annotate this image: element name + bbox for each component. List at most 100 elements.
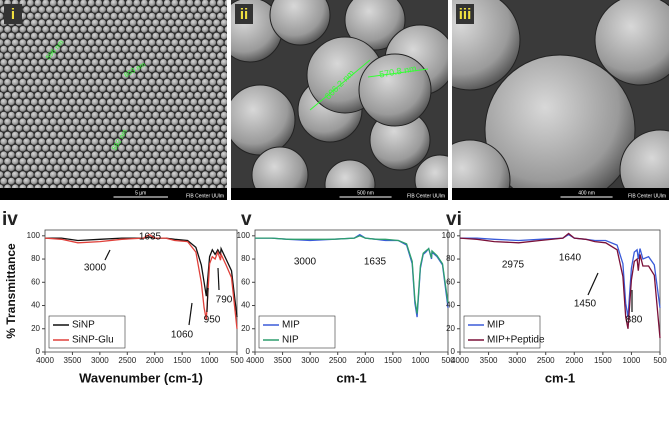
particle (182, 19, 190, 27)
particle (57, 78, 65, 86)
particle (53, 98, 61, 106)
particle (87, 39, 95, 46)
particle (167, 164, 175, 172)
particle (4, 118, 11, 126)
particle (156, 65, 164, 73)
particle (209, 78, 217, 86)
particle (122, 151, 129, 159)
particle (61, 6, 68, 13)
particle (171, 26, 179, 33)
particle (95, 12, 103, 20)
particle (19, 52, 27, 60)
particle (0, 138, 8, 146)
particle (144, 124, 152, 132)
particle (137, 59, 145, 66)
particle (27, 0, 34, 7)
particle (65, 52, 72, 60)
legend-label: MIP (282, 320, 300, 331)
particle (103, 144, 110, 152)
particle (160, 19, 167, 27)
particle (38, 32, 46, 40)
particle (110, 144, 118, 152)
particle (152, 111, 160, 119)
particle (217, 0, 224, 7)
particle (42, 158, 49, 165)
particle (217, 144, 224, 152)
particle (141, 158, 148, 165)
particle (95, 144, 103, 152)
particle (125, 105, 133, 112)
particle (148, 52, 156, 60)
particle (95, 52, 103, 60)
annotation-arrow (188, 302, 193, 326)
particle (175, 151, 183, 159)
particle (61, 19, 68, 27)
particle (141, 78, 148, 86)
particle (182, 59, 190, 66)
particle (179, 105, 186, 112)
particle (156, 12, 164, 20)
particle (65, 65, 72, 73)
particle (144, 138, 152, 146)
particle (179, 131, 186, 139)
particle (0, 72, 8, 79)
particle (209, 131, 217, 139)
particle (201, 78, 209, 86)
annotation: 3000 (84, 263, 107, 274)
particle (129, 6, 137, 13)
particle (87, 26, 95, 33)
particle (27, 65, 34, 73)
particle (182, 98, 190, 106)
particle (186, 105, 194, 112)
particle (53, 59, 61, 66)
y-tick-label: 20 (446, 324, 455, 333)
particle (224, 0, 227, 7)
particle (38, 59, 46, 66)
particle (7, 164, 15, 172)
particle (133, 171, 141, 179)
info-bar (0, 188, 227, 200)
particle (156, 26, 164, 33)
panel-label: iv (2, 209, 18, 230)
particle (46, 45, 53, 53)
particle (125, 158, 133, 165)
particle (4, 26, 11, 33)
particle (179, 158, 186, 165)
particle (106, 19, 114, 27)
particle (179, 12, 186, 20)
annotation-arrow (104, 249, 111, 261)
particle (65, 39, 72, 46)
particle (0, 131, 4, 139)
particle (80, 144, 87, 152)
particle (114, 138, 122, 146)
particle (133, 158, 141, 165)
particle (171, 158, 179, 165)
particle (87, 78, 95, 86)
scale-bar-label: 400 nm (578, 190, 595, 196)
particle (23, 138, 30, 146)
particle (194, 52, 202, 60)
particle (30, 45, 38, 53)
particle (11, 105, 19, 112)
particle (87, 12, 95, 20)
particle (106, 111, 114, 119)
particle (213, 6, 221, 13)
particle (76, 45, 84, 53)
annotation: 1635 (139, 232, 162, 243)
particle (7, 32, 15, 40)
y-tick-label: 0 (451, 347, 456, 356)
particle (30, 177, 38, 185)
spectrum-line (459, 232, 661, 339)
particle (141, 52, 148, 60)
particle (205, 111, 213, 119)
y-tick-label: 20 (241, 324, 250, 333)
particle (23, 45, 30, 53)
particle (57, 52, 65, 60)
particle (76, 164, 84, 172)
particle (148, 131, 156, 139)
x-tick-label: 4000 (451, 356, 469, 365)
particle (190, 85, 198, 93)
particle (30, 124, 38, 132)
particle (209, 12, 217, 20)
particle (186, 131, 194, 139)
